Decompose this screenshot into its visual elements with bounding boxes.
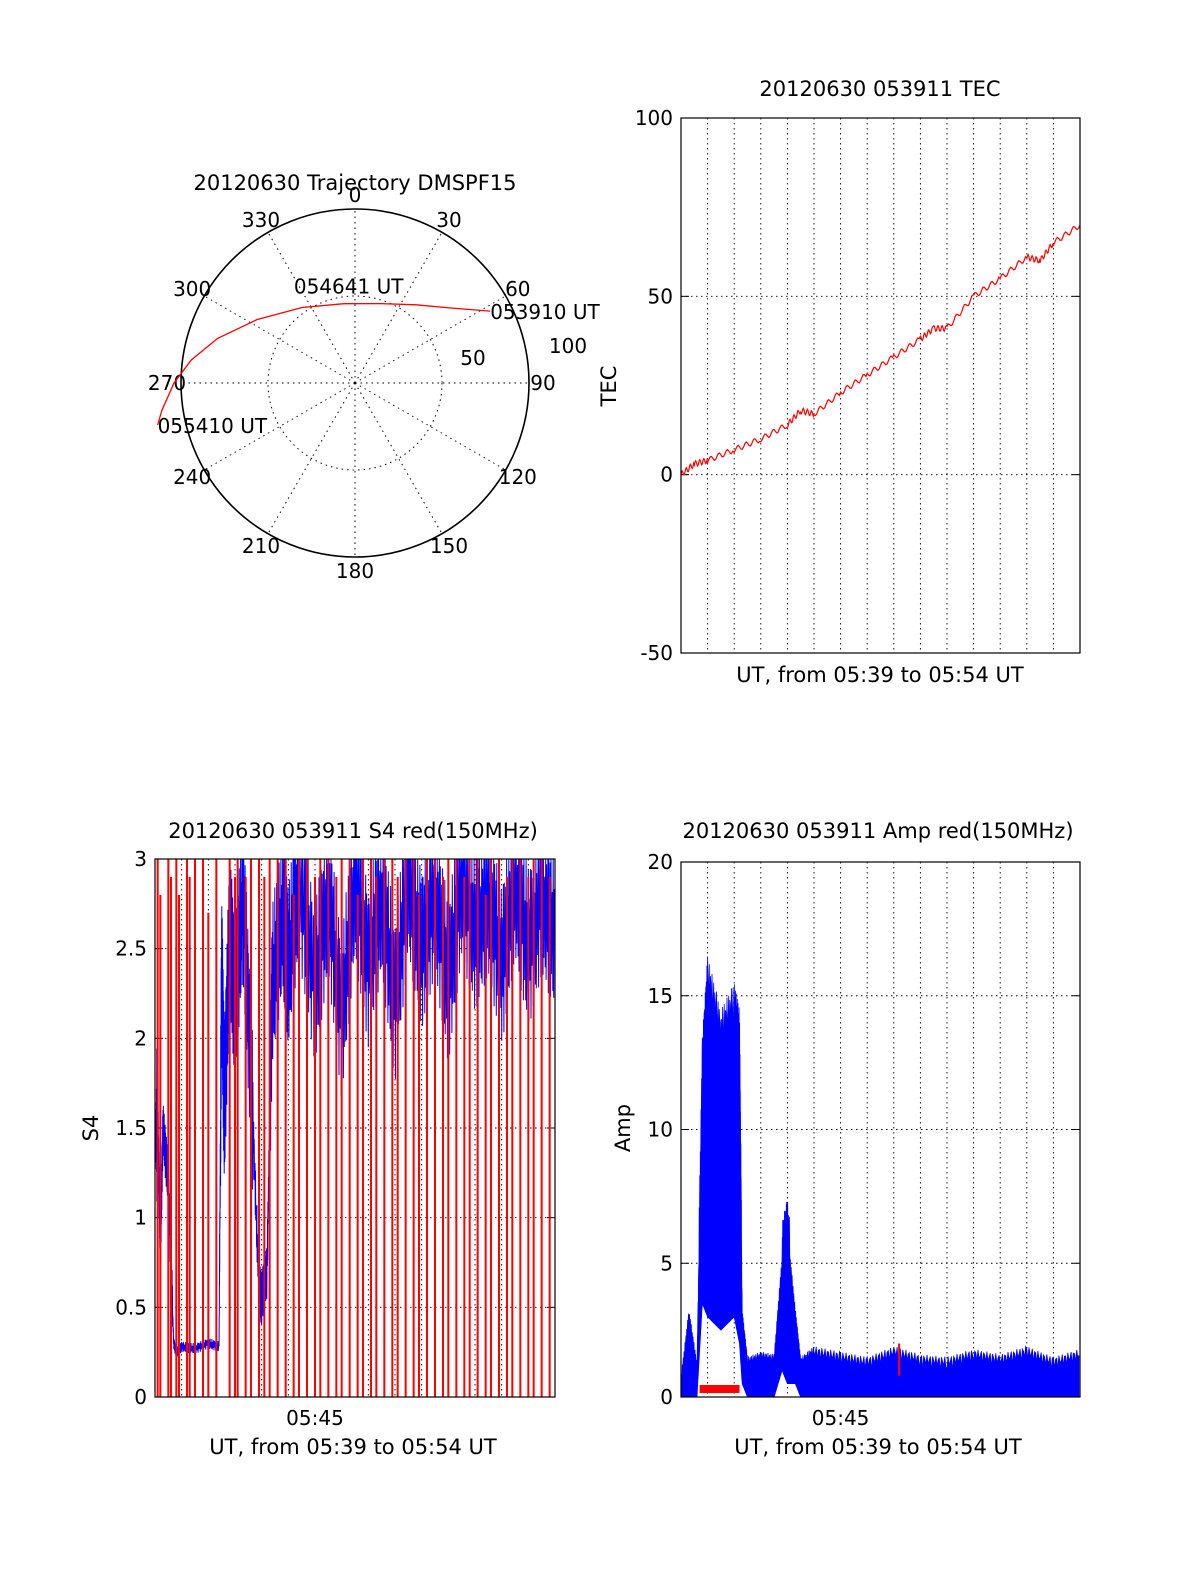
polar-grid xyxy=(180,208,530,558)
y-tick-label: 1 xyxy=(134,1206,147,1230)
s4-plot-area: 0 0.5 1 1.5 2 2.5 3 05:45 xyxy=(115,847,556,1430)
y-tick-label: -50 xyxy=(640,641,673,665)
y-tick-label: 3 xyxy=(134,847,147,871)
s4-chart: 20120630 053911 S4 red(150MHz) UT, from … xyxy=(79,819,556,1459)
polar-spoke xyxy=(354,382,506,471)
y-tick-label: 2.5 xyxy=(115,937,147,961)
y-tick-label: 1.5 xyxy=(115,1116,147,1140)
plot-frame xyxy=(680,861,1081,1398)
polar-trajectory-line xyxy=(156,302,491,426)
amp-ylabel: Amp xyxy=(611,1104,635,1152)
polar-title: 20120630 Trajectory DMSPF15 xyxy=(193,171,516,195)
tec-title: 20120630 053911 TEC xyxy=(759,77,1000,101)
x-tick-label: 05:45 xyxy=(812,1406,870,1430)
s4-blue-series xyxy=(154,858,556,1357)
polar-azimuth-label: 0 xyxy=(349,183,362,207)
polar-time-annotation: 055410 UT xyxy=(158,414,268,438)
y-tick-label: 0 xyxy=(660,463,673,487)
polar-annotations: 053910 UT 054641 UT 055410 UT xyxy=(158,275,601,438)
polar-spoke xyxy=(354,295,506,384)
polar-spoke xyxy=(267,232,356,384)
x-tick-label: 05:45 xyxy=(286,1406,344,1430)
polar-outer-ring xyxy=(180,208,530,558)
polar-azimuth-label: 60 xyxy=(505,277,530,301)
y-tick-label: 15 xyxy=(648,984,673,1008)
amp-plot-area: 0 5 10 15 20 05:45 xyxy=(648,850,1081,1430)
polar-spoke xyxy=(204,382,356,471)
polar-azimuth-label: 150 xyxy=(430,534,468,558)
polar-trajectory-chart: 20120630 Trajectory DMSPF15 0 30 60 90 120 15… xyxy=(148,171,601,583)
polar-azimuth-label: 180 xyxy=(336,559,374,583)
polar-azimuth-label: 90 xyxy=(530,371,555,395)
polar-time-annotation: 054641 UT xyxy=(294,275,404,299)
y-tick-label: 0.5 xyxy=(115,1295,147,1319)
polar-inner-ring xyxy=(267,295,443,471)
tec-series-line xyxy=(680,224,1081,476)
y-tick-label: 100 xyxy=(635,106,673,130)
polar-azimuth-label: 330 xyxy=(242,208,280,232)
tec-plot-area: -50 0 50 100 xyxy=(635,106,1081,665)
polar-radial-label: 100 xyxy=(549,334,587,358)
polar-time-annotation: 053910 UT xyxy=(490,300,600,324)
y-tick-label: 5 xyxy=(660,1251,673,1275)
y-tick-label: 10 xyxy=(648,1118,673,1142)
polar-azimuth-label: 210 xyxy=(242,534,280,558)
tec-xlabel: UT, from 05:39 to 05:54 UT xyxy=(736,663,1024,687)
s4-ylabel: S4 xyxy=(79,1115,103,1142)
s4-xlabel: UT, from 05:39 to 05:54 UT xyxy=(209,1435,497,1459)
polar-series-layer xyxy=(156,302,491,426)
y-tick-label: 2 xyxy=(134,1026,147,1050)
polar-azimuth-label: 300 xyxy=(173,277,211,301)
amp-title: 20120630 053911 Amp red(150MHz) xyxy=(682,819,1073,843)
polar-azimuth-label: 240 xyxy=(173,465,211,489)
polar-spoke xyxy=(204,295,356,384)
amp-chart: 20120630 053911 Amp red(150MHz) UT, from… xyxy=(611,819,1081,1459)
y-tick-label: 0 xyxy=(134,1385,147,1409)
y-tick-label: 20 xyxy=(648,850,673,874)
amp-red-band xyxy=(699,1384,740,1393)
polar-radial-label: 50 xyxy=(460,346,485,370)
polar-spoke xyxy=(354,232,443,384)
tec-chart: 20120630 053911 TEC UT, from 05:39 to 05… xyxy=(597,77,1081,687)
polar-azimuth-label: 30 xyxy=(436,208,461,232)
tec-ylabel: TEC xyxy=(597,366,621,408)
y-tick-label: 50 xyxy=(648,284,673,308)
amp-blue-series xyxy=(680,956,1080,1398)
plot-frame xyxy=(154,858,556,1398)
amp-xlabel: UT, from 05:39 to 05:54 UT xyxy=(734,1435,1022,1459)
polar-spoke xyxy=(354,382,443,534)
y-tick-label: 0 xyxy=(660,1385,673,1409)
plot-frame xyxy=(680,117,1081,654)
polar-azimuth-label: 120 xyxy=(499,465,537,489)
s4-title: 20120630 053911 S4 red(150MHz) xyxy=(168,819,538,843)
polar-spoke xyxy=(267,382,356,534)
